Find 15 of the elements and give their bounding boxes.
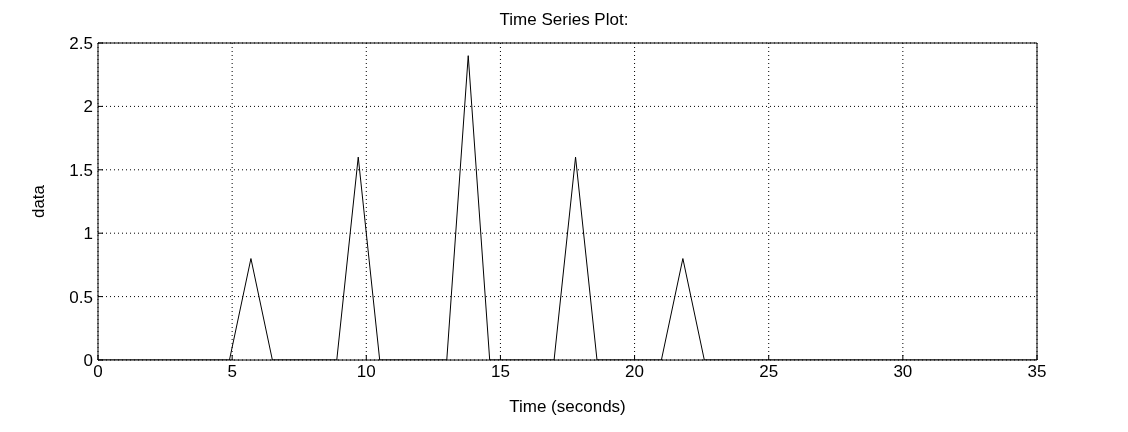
y-tick-label: 1.5 (69, 160, 93, 180)
y-tick-label: 0.5 (69, 287, 93, 307)
x-axis-title: Time (seconds) (509, 397, 626, 416)
x-tick-label: 15 (490, 362, 510, 382)
y-axis-title: data (29, 184, 49, 219)
x-tick-label: 25 (759, 362, 779, 382)
x-tick-label: 5 (227, 362, 237, 382)
x-tick-label: 20 (625, 362, 645, 382)
x-tick-label: 30 (893, 362, 913, 382)
y-tick-label: 1 (83, 224, 93, 244)
y-tick-label: 2.5 (69, 34, 93, 54)
x-tick-label: 35 (1027, 362, 1047, 382)
chart-title: Time Series Plot: (498, 10, 630, 30)
x-tick-label: 10 (356, 362, 376, 382)
y-tick-label: 2 (83, 97, 93, 117)
